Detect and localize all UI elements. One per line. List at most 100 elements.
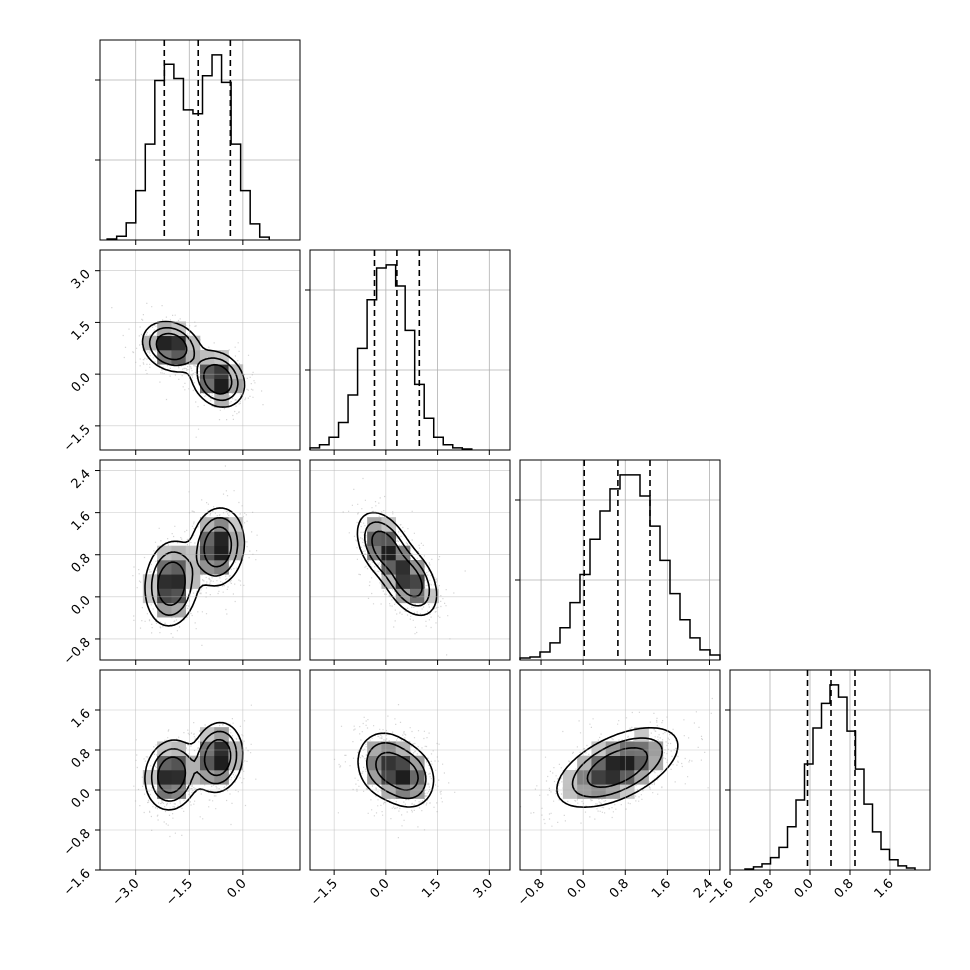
density-cell [605, 770, 621, 785]
density-cell [157, 602, 172, 618]
density-cell [171, 770, 187, 785]
density-cell [591, 784, 607, 799]
hist-frame [519, 459, 721, 661]
density-cell [214, 741, 229, 757]
x-tick-label: −0.8 [515, 876, 548, 909]
density-cell [395, 588, 411, 604]
density-cell [214, 560, 229, 575]
pair-frame [99, 669, 301, 871]
density-cell [562, 770, 578, 785]
contour-level-0 [144, 721, 244, 811]
density-cell [395, 574, 411, 589]
x-tick-label: 0.0 [367, 876, 392, 901]
density-cell [381, 560, 397, 575]
histogram-step [519, 474, 721, 660]
density-cell [200, 755, 215, 771]
density-cell [171, 574, 187, 589]
contour-level-1 [571, 737, 663, 798]
pair-panel-1-2 [309, 459, 511, 665]
y-tick-label: 3.0 [69, 267, 94, 292]
density-cell [200, 350, 215, 365]
scatter-points [111, 302, 264, 438]
hist-panel-3 [725, 669, 931, 875]
y-tick-label: 1.6 [69, 706, 94, 731]
pair-frame [99, 249, 301, 451]
y-tick-label: 1.6 [69, 509, 94, 534]
contour-level-1 [366, 742, 427, 800]
pair-content [100, 670, 300, 870]
density-cell [214, 755, 229, 771]
pair-frame [99, 459, 301, 661]
density-cell [157, 335, 172, 351]
contour-level-1 [364, 521, 431, 607]
hist-frame [729, 669, 931, 871]
pair-frame [309, 669, 511, 871]
pair-frame [519, 669, 721, 871]
pair-panel-2-3 [519, 669, 721, 875]
pair-content [310, 460, 510, 660]
density-cell [367, 517, 382, 532]
y-tick-label: −1.5 [61, 422, 94, 455]
density-cell [620, 755, 635, 771]
x-tick-label: 0.0 [224, 876, 249, 901]
contour-level-2 [155, 332, 233, 395]
hist-background [310, 250, 510, 450]
density-cell [410, 755, 425, 771]
hist-background [520, 460, 720, 660]
density-cell [157, 545, 172, 561]
x-tick-label: 0.0 [792, 876, 817, 901]
hist-panel-2 [515, 459, 721, 665]
density-cell [185, 545, 201, 561]
y-tick-label: 1.5 [69, 319, 94, 344]
y-tick-label: 0.0 [69, 370, 94, 395]
contour-level-2 [157, 738, 232, 794]
histogram-step [744, 684, 916, 870]
density-cell [214, 378, 229, 394]
contour-level-2 [371, 530, 423, 598]
contour-level-1 [150, 517, 239, 616]
hist-panel-1 [305, 249, 511, 455]
pair-panel-0-3 [95, 669, 301, 875]
density-cell [200, 727, 215, 742]
density-cell [157, 770, 172, 785]
density-cell [605, 755, 621, 771]
corner-panels: −1.5 0.0 1.5 3.0 −0.8 0.0 0.8 1.6 2.4 −1.6 −0.8 0.0… [61, 39, 931, 909]
x-tick-label: 0.8 [832, 876, 857, 901]
density-cell [410, 560, 425, 575]
density-cell [605, 741, 621, 757]
density-cell [367, 531, 382, 547]
hist-frame [99, 39, 301, 241]
contour-level-0 [356, 511, 438, 617]
density-cell [142, 770, 158, 785]
x-tick-label: −1.5 [163, 876, 196, 909]
y-tick-label: 0.0 [69, 786, 94, 811]
density-cell [591, 770, 607, 785]
pair-content [100, 460, 300, 660]
pair-content [100, 250, 300, 450]
contour-level-2 [157, 526, 233, 606]
y-tick-label: 0.8 [69, 551, 94, 576]
density-cell [228, 531, 244, 547]
x-tick-label: 1.6 [872, 876, 897, 901]
contour-level-0 [141, 320, 246, 408]
density-cell [634, 770, 649, 785]
density-cell [171, 560, 187, 575]
density-cell [381, 755, 397, 771]
hist-background [100, 40, 300, 240]
y-tick-label: −0.8 [61, 635, 94, 668]
pair-panel-0-1 [95, 249, 301, 455]
y-tick-label: 0.8 [69, 746, 94, 771]
hist-panel-0 [95, 39, 301, 245]
density-cell [200, 545, 215, 561]
density-cell [648, 741, 664, 757]
pair-content [310, 670, 510, 870]
contour-level-1 [148, 327, 239, 402]
x-tick-label: −3.0 [110, 876, 143, 909]
density-cell [171, 350, 187, 365]
density-cell [214, 517, 229, 532]
density-cell [214, 531, 229, 547]
density-cell [381, 531, 397, 547]
pair-panel-0-2 [95, 459, 301, 665]
density-cell [381, 545, 397, 561]
y-tick-label: −0.8 [61, 826, 94, 859]
